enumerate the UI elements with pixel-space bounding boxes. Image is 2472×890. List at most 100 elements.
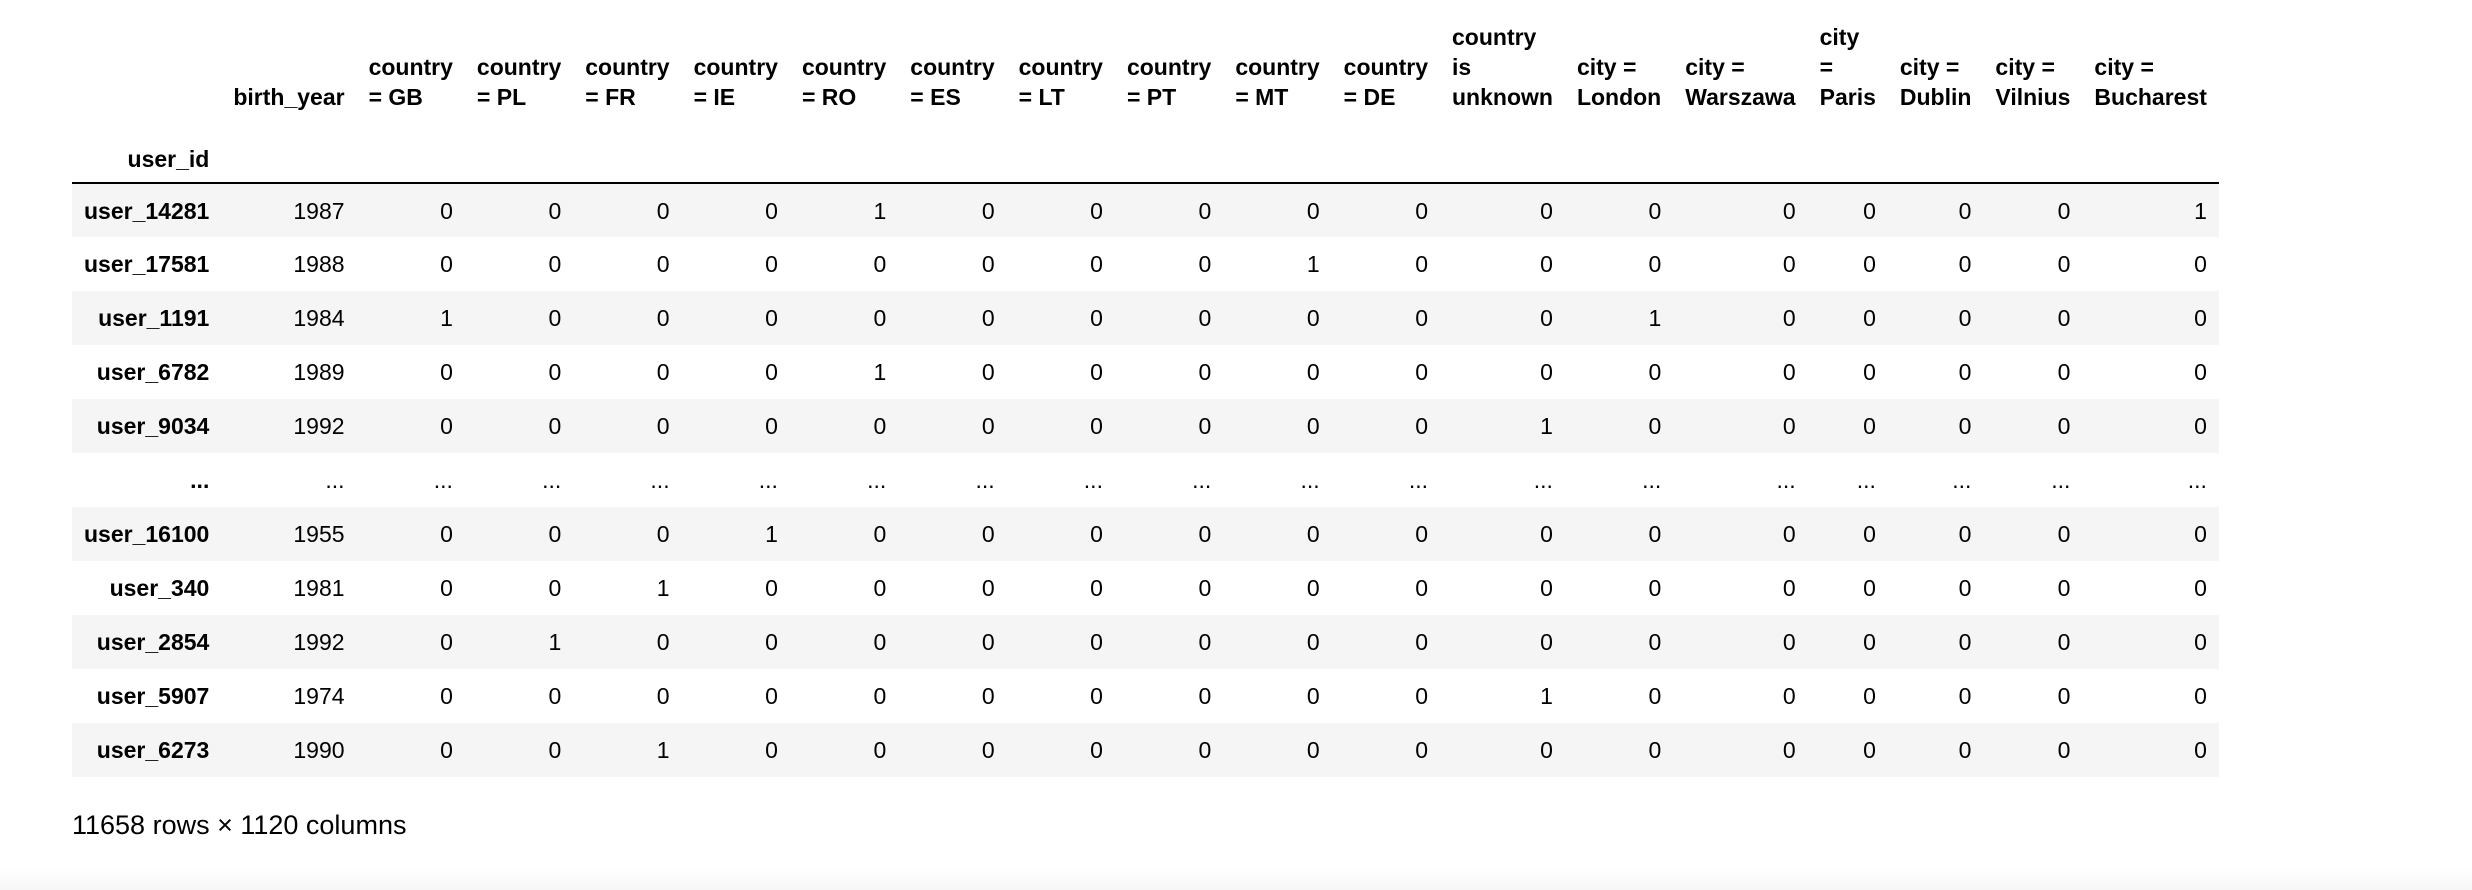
- table-cell: 0: [1540, 359, 1553, 385]
- column-header-line: country: [1452, 24, 1537, 50]
- table-cell: 0: [1415, 683, 1428, 709]
- column-header-line: = GB: [368, 84, 423, 110]
- index-name-row-filler: [898, 124, 1006, 183]
- table-cell: 0: [2194, 359, 2207, 385]
- table-cell: ...: [542, 467, 562, 493]
- table-cell: 0: [2194, 737, 2207, 763]
- table-cell: 0: [548, 413, 562, 439]
- table-cell: 0: [873, 737, 887, 763]
- table-cell: ...: [1642, 467, 1662, 493]
- table-cell: 0: [1958, 683, 1972, 709]
- table-cell: 0: [765, 629, 778, 655]
- table-cell: 0: [1648, 251, 1662, 277]
- column-header: city = Bucharest: [2082, 22, 2218, 124]
- table-cell: 0: [2057, 629, 2071, 655]
- table-cell: 0: [1863, 575, 1876, 601]
- table-cell: 0: [2194, 683, 2207, 709]
- table-cell: 0: [1863, 359, 1876, 385]
- column-header-line: country: [693, 54, 778, 80]
- row-index-label: user_6273: [96, 737, 210, 763]
- table-cell: 0: [1863, 305, 1876, 331]
- table-cell: 0: [2057, 521, 2071, 547]
- table-cell: 0: [2057, 575, 2071, 601]
- table-cell: 0: [1198, 521, 1212, 547]
- table-cell: 0: [440, 737, 453, 763]
- index-name-row-filler: [1007, 124, 1115, 183]
- table-cell: 0: [1782, 359, 1796, 385]
- table-cell: 0: [2057, 737, 2071, 763]
- table-cell: 0: [1540, 629, 1553, 655]
- table-row: user_5907 1974 0 0 0 0 0 0 0 0 0 0 1 0 0 0 0 0 0: [72, 669, 2219, 723]
- table-cell: 0: [981, 305, 995, 331]
- index-name-row-filler: [1440, 124, 1565, 183]
- row-index-label: user_5907: [96, 683, 210, 709]
- table-cell: 0: [440, 575, 453, 601]
- table-cell: ...: [758, 467, 778, 493]
- table-cell: 0: [1306, 413, 1320, 439]
- table-cell: 0: [1958, 413, 1972, 439]
- column-header-line: Bucharest: [2094, 84, 2207, 110]
- table-cell: 0: [1782, 521, 1796, 547]
- table-cell: 0: [548, 359, 562, 385]
- row-index-label: user_17581: [84, 251, 210, 277]
- column-header-line: =: [1819, 54, 1834, 80]
- table-cell: ...: [1856, 467, 1876, 493]
- table-cell: ...: [1952, 467, 1972, 493]
- table-cell: 0: [1540, 197, 1553, 224]
- row-index-label: user_14281: [84, 197, 210, 224]
- column-header-line: country: [1126, 54, 1212, 80]
- column-header: country = MT: [1223, 22, 1331, 124]
- index-name-row-filler: [1565, 124, 1673, 183]
- table-cell: 0: [2057, 359, 2071, 385]
- table-cell: 0: [1540, 575, 1553, 601]
- table-cell: 0: [1782, 251, 1796, 277]
- table-cell: 1: [1648, 305, 1662, 331]
- row-index-label: user_6782: [96, 359, 210, 385]
- column-header-line: birth_year: [233, 84, 345, 110]
- column-header-line: = RO: [801, 84, 857, 110]
- table-cell: 0: [1782, 305, 1796, 331]
- table-cell: 1988: [293, 251, 345, 277]
- table-cell: ...: [1408, 467, 1428, 493]
- column-header: country = PL: [465, 22, 573, 124]
- table-cell: 0: [1863, 251, 1876, 277]
- table-cell: 0: [981, 683, 995, 709]
- table-cell: 0: [873, 251, 887, 277]
- table-cell: 0: [1090, 413, 1103, 439]
- column-header: country = IE: [682, 22, 790, 124]
- table-row: user_6782 1989 0 0 0 0 1 0 0 0 0 0 0 0 0 0 0 0 0: [72, 345, 2219, 399]
- index-name-row-filler: [682, 124, 790, 183]
- table-cell: 0: [440, 197, 453, 224]
- table-cell: 0: [1306, 575, 1320, 601]
- table-cell: 0: [440, 251, 453, 277]
- row-index-label: user_9034: [96, 413, 210, 439]
- table-cell: 0: [873, 521, 887, 547]
- table-body: user_14281 1987 0 0 0 0 1 0 0 0 0 0 0 0 0 0 0 0 1 user_1758…: [72, 183, 2219, 777]
- table-cell: 1987: [293, 197, 345, 224]
- index-name: user_id: [127, 146, 210, 172]
- table-row: user_1191 1984 1 0 0 0 0 0 0 0 0 0 0 1 0 0 0 0 0: [72, 291, 2219, 345]
- table-cell: 0: [1782, 737, 1796, 763]
- table-cell: 0: [1415, 737, 1428, 763]
- table-cell: 0: [1782, 629, 1796, 655]
- index-name-row-filler: [1983, 124, 2082, 183]
- table-cell: 0: [1863, 683, 1876, 709]
- column-header-line: Dublin: [1899, 84, 1972, 110]
- table-cell: 0: [1863, 197, 1876, 224]
- table-cell: ...: [1776, 467, 1796, 493]
- table-cell: 0: [2057, 413, 2071, 439]
- table-cell: 0: [1540, 251, 1553, 277]
- table-cell: 0: [2194, 251, 2207, 277]
- table-cell: 0: [1540, 305, 1553, 331]
- table-cell: 0: [548, 197, 562, 224]
- column-header: country is unknown: [1440, 22, 1565, 124]
- table-cell: 0: [1306, 359, 1320, 385]
- table-cell: 0: [440, 413, 453, 439]
- table-cell: ...: [650, 467, 670, 493]
- column-header-line: country: [1343, 54, 1428, 80]
- table-cell: 0: [1090, 737, 1103, 763]
- table-cell: 0: [2057, 197, 2071, 224]
- table-cell: 0: [1648, 575, 1662, 601]
- column-header-line: Paris: [1819, 84, 1876, 110]
- table-cell: 0: [1090, 683, 1103, 709]
